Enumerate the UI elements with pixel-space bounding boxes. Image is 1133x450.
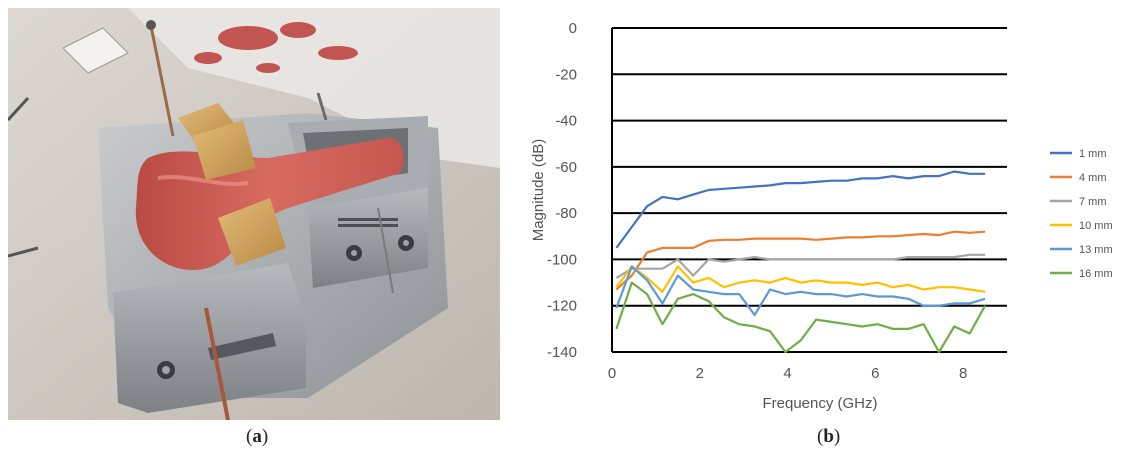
legend-label: 7 mm: [1079, 196, 1107, 208]
series-line-1-mm: [615, 170, 986, 249]
wooden-block-icon: [218, 198, 286, 266]
screw-icon: [157, 235, 414, 379]
x-tick-labels: 0 2 4 6 8: [608, 365, 967, 382]
tissue-debris: [194, 22, 358, 73]
magnitude-chart: 0 -20 -40 -60 -80 -100 -120 -140 0 2 4 6 8 1 mm 4 mm…: [530, 20, 1113, 412]
wooden-block-icon: [193, 120, 256, 180]
y-tick-label: -80: [555, 205, 577, 222]
y-tick-label: -140: [547, 344, 577, 361]
y-tick-label: -120: [547, 298, 577, 315]
y-tick-label: -40: [555, 113, 577, 130]
photo-panel: [6, 8, 500, 421]
legend-label: 13 mm: [1079, 244, 1113, 256]
specimen-photo: [6, 8, 500, 421]
wooden-block-icon: [178, 103, 238, 146]
y-tick-label: -60: [555, 159, 577, 176]
y-tick-label: -20: [555, 66, 577, 83]
x-tick-label: 8: [959, 365, 967, 382]
caption-b: (b): [817, 426, 841, 447]
y-axis-label: Magnitude (dB): [530, 139, 547, 242]
y-tick-label: 0: [569, 20, 577, 37]
series-line-4-mm: [615, 230, 986, 291]
legend-label: 10 mm: [1079, 220, 1113, 232]
x-tick-label: 0: [608, 365, 616, 382]
series-line-16-mm: [615, 281, 987, 354]
legend-label: 4 mm: [1079, 172, 1107, 184]
series-line-7-mm: [615, 253, 986, 279]
series-line-10-mm: [615, 265, 986, 293]
x-tick-label: 6: [871, 365, 879, 382]
series-line-13-mm: [615, 265, 986, 317]
caption-a: (a): [246, 426, 269, 447]
legend: 1 mm 4 mm 7 mm 10 mm 13 mm 16 mm: [1050, 148, 1113, 280]
probe-rod-icon: [6, 20, 394, 421]
legend-label: 1 mm: [1079, 148, 1107, 160]
legend-label: 16 mm: [1079, 268, 1113, 280]
chart-panel: 0 -20 -40 -60 -80 -100 -120 -140 0 2 4 6 8 1 mm 4 mm…: [520, 8, 1125, 420]
y-tick-label: -100: [547, 251, 577, 268]
y-tick-labels: 0 -20 -40 -60 -80 -100 -120 -140: [547, 20, 577, 361]
x-axis-label: Frequency (GHz): [762, 395, 877, 412]
series-lines: [615, 170, 987, 354]
x-tick-label: 2: [696, 365, 704, 382]
x-tick-label: 4: [783, 365, 791, 382]
